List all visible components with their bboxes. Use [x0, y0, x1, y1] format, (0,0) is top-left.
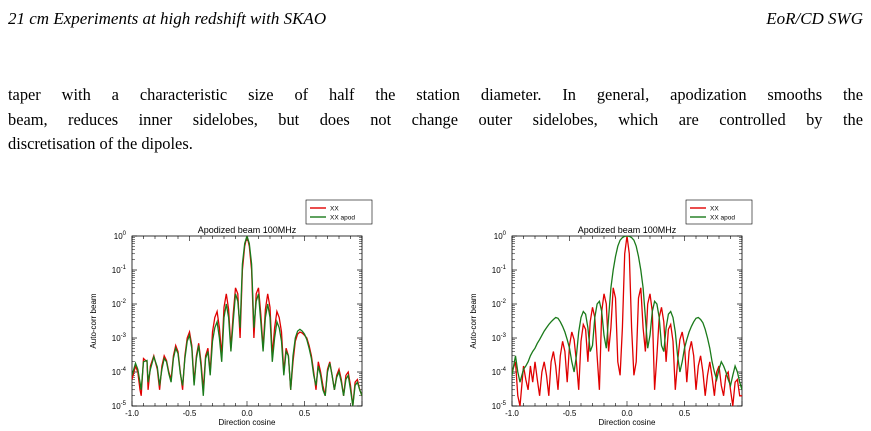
chart-title: Apodized beam 100MHz: [578, 225, 677, 235]
legend-label: XX: [330, 206, 339, 213]
x-tick-label: -0.5: [183, 409, 197, 418]
body-paragraph: taper with a characteristic size of half…: [8, 83, 863, 157]
y-tick-label: 10-4: [492, 367, 507, 377]
y-tick-label: 10-2: [112, 299, 127, 309]
paragraph-line: taper with a characteristic size of half…: [8, 85, 863, 104]
running-header: 21 cm Experiments at high redshift with …: [8, 9, 863, 33]
legend-label: XX apod: [710, 215, 735, 222]
series-line-xx: [512, 236, 742, 406]
x-tick-label: -1.0: [505, 409, 519, 418]
paragraph-line: beam, reduces inner sidelobes, but does …: [8, 109, 863, 129]
x-tick-label: -1.0: [125, 409, 139, 418]
y-tick-label: 10-1: [492, 265, 507, 275]
series-line-xx-apod: [512, 236, 742, 390]
x-axis-label: Direction cosine: [599, 418, 656, 427]
header-title: 21 cm Experiments at high redshift with …: [8, 9, 327, 28]
y-tick-label: 10-3: [112, 333, 127, 343]
x-tick-label: 0.5: [679, 409, 691, 418]
paragraph-line: discretisation of the dipoles.: [8, 134, 193, 153]
y-axis-label: Auto-corr beam: [89, 293, 98, 348]
y-tick-label: 100: [114, 231, 127, 241]
y-tick-label: 10-1: [112, 265, 127, 275]
y-tick-label: 10-5: [492, 401, 507, 411]
x-tick-label: -0.5: [563, 409, 577, 418]
x-tick-label: 0.5: [299, 409, 311, 418]
header-group: EoR/CD SWG: [766, 9, 863, 28]
y-tick-label: 10-4: [112, 367, 127, 377]
beam-plot-right: Apodized beam 100MHz 100 10-1 10-2 10-3 10-4 1…: [469, 199, 753, 427]
x-tick-label: 0.0: [621, 409, 633, 418]
y-axis-label: Auto-corr beam: [469, 293, 478, 348]
x-tick-label: 0.0: [241, 409, 253, 418]
legend-box: [305, 199, 373, 225]
chart-title: Apodized beam 100MHz: [198, 225, 297, 235]
y-tick-label: 10-2: [492, 299, 507, 309]
legend-label: XX apod: [330, 215, 355, 222]
series-line-xx: [132, 236, 362, 406]
y-tick-label: 100: [494, 231, 507, 241]
y-tick-label: 10-3: [492, 333, 507, 343]
y-tick-label: 10-5: [112, 401, 127, 411]
legend-label: XX: [710, 206, 719, 213]
plot-frame: [131, 235, 363, 407]
series-line-xx-apod: [132, 236, 362, 406]
beam-plot-left: Apodized beam 100MHz 100 10-1 10-2 10-3 10-4 1…: [89, 199, 373, 427]
x-axis-label: Direction cosine: [219, 418, 276, 427]
legend-box: [685, 199, 753, 225]
